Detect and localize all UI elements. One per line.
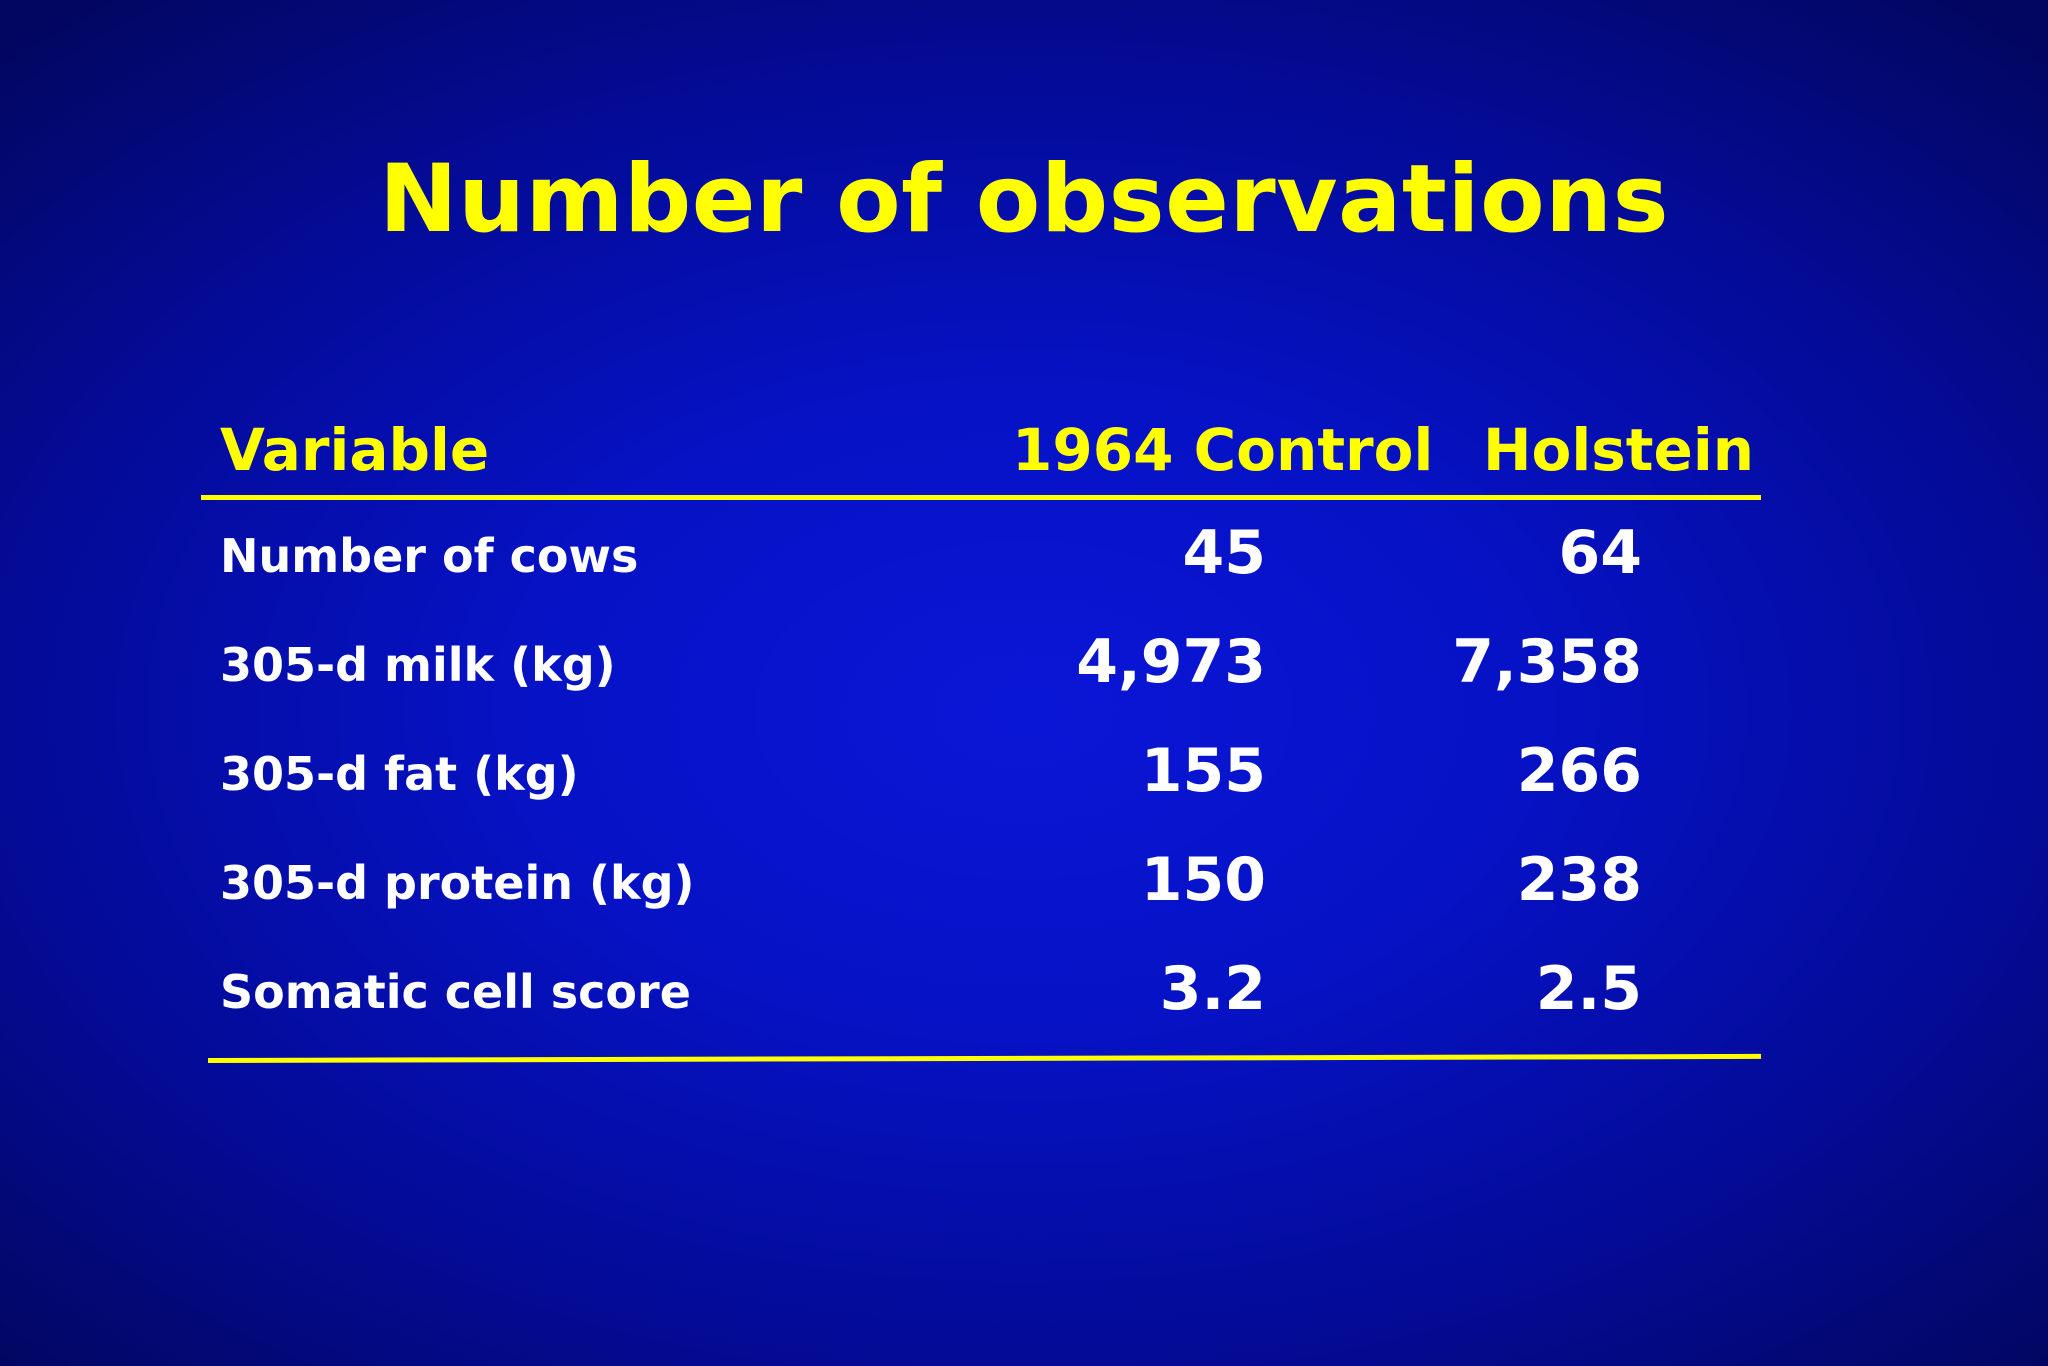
table-top-rule — [201, 495, 1761, 500]
row-label: 305-d fat (kg) — [220, 747, 579, 801]
table-row: 305-d milk (kg) 4,973 7,358 — [0, 619, 2048, 709]
control-value: 155 — [1140, 736, 1266, 806]
column-header-1964-control: 1964 Control — [1012, 416, 1434, 484]
column-header-variable: Variable — [220, 416, 490, 484]
row-label: Somatic cell score — [220, 965, 691, 1019]
row-label: 305-d milk (kg) — [220, 638, 616, 692]
holstein-value: 238 — [1516, 845, 1642, 915]
holstein-value: 7,358 — [1452, 627, 1642, 697]
row-label: Number of cows — [220, 529, 639, 583]
table-row: 305-d protein (kg) 150 238 — [0, 837, 2048, 927]
table-bottom-rule — [207, 1053, 1762, 1063]
table-row: Somatic cell score 3.2 2.5 — [0, 946, 2048, 1036]
control-value: 3.2 — [1159, 954, 1266, 1024]
control-value: 45 — [1182, 518, 1267, 588]
holstein-value: 64 — [1558, 518, 1643, 588]
slide-title: Number of observations — [378, 145, 1670, 254]
row-label: 305-d protein (kg) — [220, 856, 695, 910]
holstein-value: 266 — [1516, 736, 1642, 806]
table-row: 305-d fat (kg) 155 266 — [0, 728, 2048, 818]
holstein-value: 2.5 — [1535, 954, 1642, 1024]
control-value: 150 — [1140, 845, 1266, 915]
table-row: Number of cows 45 64 — [0, 510, 2048, 600]
column-header-holstein: Holstein — [1483, 416, 1755, 484]
control-value: 4,973 — [1076, 627, 1266, 697]
